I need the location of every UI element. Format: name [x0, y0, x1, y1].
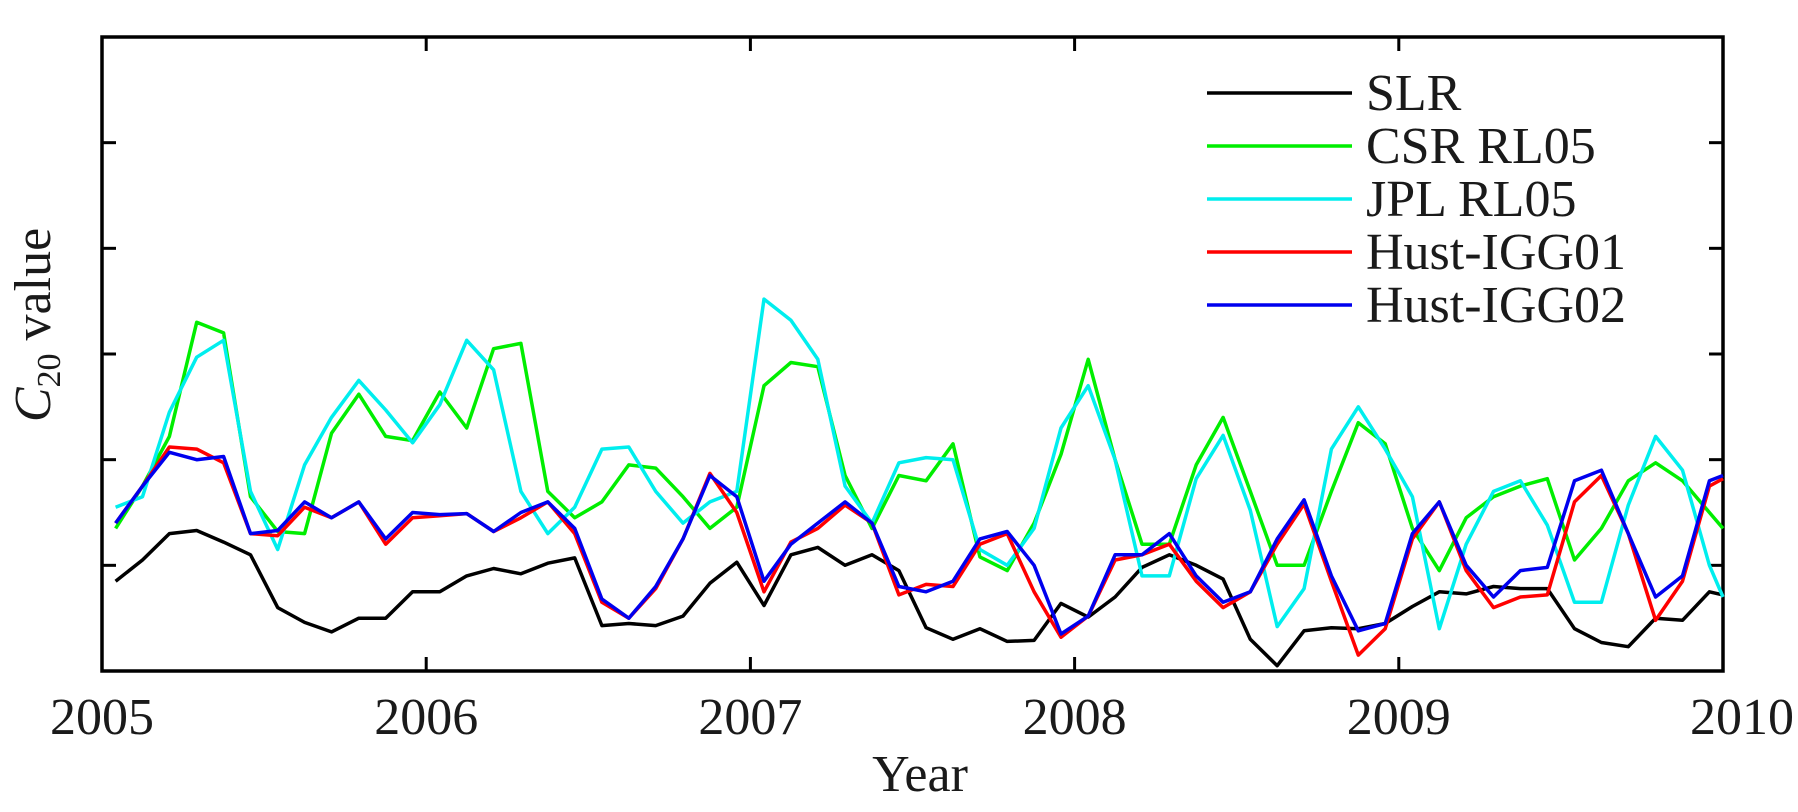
- series-line-csr-rl05: [114, 320, 1725, 573]
- x-axis-ticks: 2005 2006 2007 2008 2009 2010: [50, 37, 1794, 746]
- x-tick-label: 2007: [698, 689, 802, 746]
- x-tick-label: 2008: [1023, 689, 1127, 746]
- series-line-jpl-rl05: [114, 297, 1725, 631]
- y-axis-ticks: [102, 141, 1723, 567]
- x-tick-label: 2009: [1347, 689, 1451, 746]
- y-axis-label: C20 value: [5, 228, 68, 422]
- x-tick-label: 2010: [1690, 689, 1794, 746]
- legend-label-hust-igg02: Hust-IGG02: [1366, 277, 1626, 334]
- y-axis-label-symbol: C: [5, 386, 62, 422]
- series-line-hust-igg01: [114, 445, 1724, 657]
- legend-label-jpl-rl05: JPL RL05: [1366, 171, 1576, 228]
- x-tick-label: 2005: [50, 689, 154, 746]
- series-line-hust-igg02: [114, 450, 1724, 636]
- x-axis-label: Year: [872, 746, 968, 803]
- y-axis-label-subscript: 20: [31, 353, 68, 387]
- series-line-slr: [114, 528, 1724, 668]
- y-axis-label-suffix: value: [5, 228, 62, 354]
- legend-label-hust-igg01: Hust-IGG01: [1366, 224, 1626, 281]
- series-lines: [114, 297, 1725, 668]
- legend-label-csr-rl05: CSR RL05: [1366, 118, 1596, 175]
- legend-label-slr: SLR: [1366, 65, 1462, 122]
- x-tick-label: 2006: [374, 689, 478, 746]
